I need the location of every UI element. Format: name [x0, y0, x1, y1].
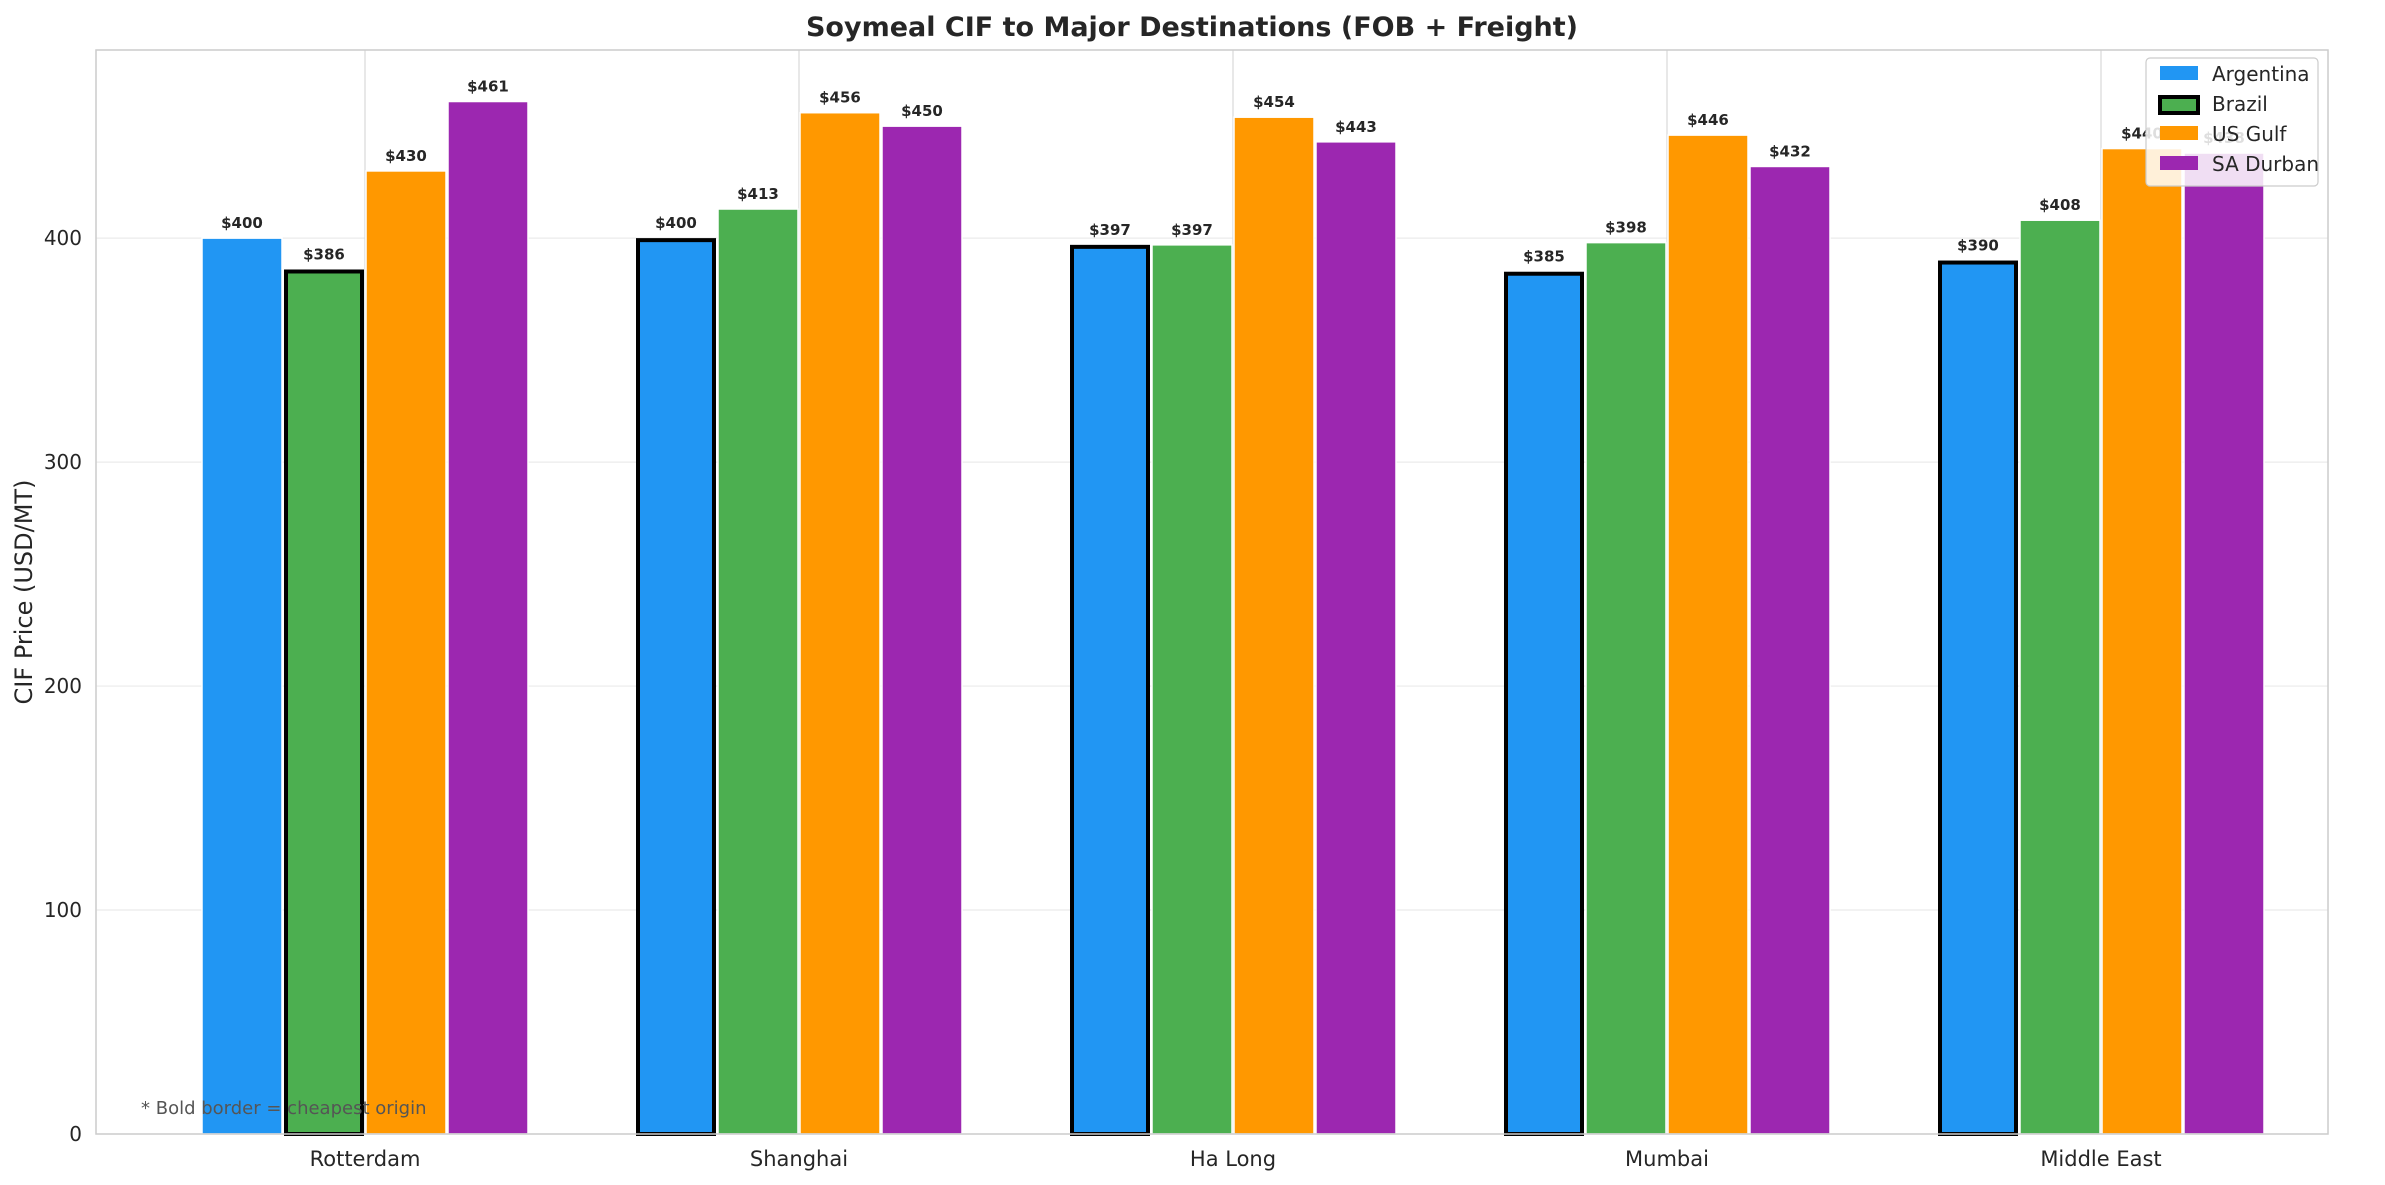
- y-axis-label: CIF Price (USD/MT): [10, 480, 38, 705]
- bar-value-label: $461: [467, 78, 509, 96]
- x-tick-label: Mumbai: [1625, 1147, 1709, 1171]
- bar-value-label: $456: [819, 89, 861, 107]
- bar-brazil-middle-east: [2019, 219, 2101, 1135]
- x-tick-label: Ha Long: [1190, 1147, 1276, 1171]
- bar-brazil-rotterdam: [284, 269, 364, 1136]
- bar-value-label: $385: [1523, 248, 1565, 266]
- legend-label: SA Durban: [2212, 152, 2319, 176]
- bar-value-label: $386: [303, 245, 345, 263]
- legend-swatch: [2158, 95, 2200, 115]
- bar-sa-durban-middle-east: [2183, 152, 2265, 1135]
- legend: Argentina Brazil US Gulf SA Durban: [2145, 57, 2319, 187]
- bar-value-label: $397: [1171, 221, 1213, 239]
- bar-argentina-shanghai: [636, 238, 716, 1137]
- bar-sa-durban-mumbai: [1749, 165, 1831, 1135]
- bar-value-label: $408: [2039, 196, 2081, 214]
- legend-swatch: [2160, 126, 2198, 140]
- bar-value-label: $446: [1687, 111, 1729, 129]
- legend-swatch: [2160, 156, 2198, 170]
- y-tick-label: 100: [44, 898, 82, 922]
- legend-label: US Gulf: [2212, 122, 2287, 146]
- bar-value-labels: $400 $386 $430 $461 $400 $413 $456 $450 $397 $397…: [221, 78, 2245, 266]
- chart-title: Soymeal CIF to Major Destinations (FOB +…: [806, 12, 1578, 43]
- y-tick-label: 400: [44, 226, 82, 250]
- bar-argentina-ha-long: [1070, 244, 1150, 1136]
- x-tick-label: Middle East: [2040, 1147, 2161, 1171]
- bar-sa-durban-shanghai: [881, 125, 963, 1135]
- chart-annotation: * Bold border = cheapest origin: [141, 1098, 427, 1119]
- bar-argentina-middle-east: [1938, 260, 2018, 1136]
- legend-label: Brazil: [2212, 92, 2268, 116]
- plot-frame: [95, 49, 2329, 1135]
- bar-argentina-rotterdam: [201, 237, 283, 1135]
- bar-brazil-ha-long: [1151, 244, 1233, 1135]
- legend-swatch: [2160, 66, 2198, 80]
- plot-area: 0 100 200 300 400 Rotterdam Shanghai Ha Long Mu…: [44, 49, 2329, 1171]
- y-tick-label: 0: [69, 1122, 82, 1146]
- bar-value-label: $443: [1335, 118, 1377, 136]
- bar-sa-durban-ha-long: [1315, 141, 1397, 1135]
- bar-us-gulf-rotterdam: [365, 170, 447, 1135]
- bar-value-label: $390: [1957, 237, 1999, 255]
- bar-value-label: $430: [385, 147, 427, 165]
- x-tick-label: Rotterdam: [310, 1147, 421, 1171]
- bar-value-label: $432: [1769, 142, 1811, 160]
- bar-value-label: $413: [737, 185, 779, 203]
- y-tick-label: 200: [44, 674, 82, 698]
- bar-us-gulf-mumbai: [1667, 134, 1749, 1135]
- bar-value-label: $400: [221, 214, 263, 232]
- bar-us-gulf-ha-long: [1233, 116, 1315, 1135]
- bar-us-gulf-middle-east: [2101, 147, 2183, 1135]
- x-axis-ticks: Rotterdam Shanghai Ha Long Mumbai Middle Eas…: [310, 1147, 2162, 1171]
- legend-label: Argentina: [2212, 62, 2310, 86]
- bar-brazil-shanghai: [717, 208, 799, 1135]
- bar-value-label: $450: [901, 102, 943, 120]
- legend-frame: [2145, 57, 2319, 187]
- bar-us-gulf-shanghai: [799, 111, 881, 1135]
- bar-brazil-mumbai: [1585, 241, 1667, 1135]
- y-axis-ticks: 0 100 200 300 400: [44, 226, 82, 1146]
- bar-argentina-mumbai: [1504, 271, 1584, 1136]
- bar-value-label: $398: [1605, 219, 1647, 237]
- bars: [201, 100, 2265, 1137]
- bar-sa-durban-rotterdam: [447, 100, 529, 1135]
- bar-value-label: $454: [1253, 93, 1295, 111]
- bar-value-label: $400: [655, 214, 697, 232]
- y-tick-label: 300: [44, 450, 82, 474]
- x-tick-label: Shanghai: [750, 1147, 848, 1171]
- bar-value-label: $397: [1089, 221, 1131, 239]
